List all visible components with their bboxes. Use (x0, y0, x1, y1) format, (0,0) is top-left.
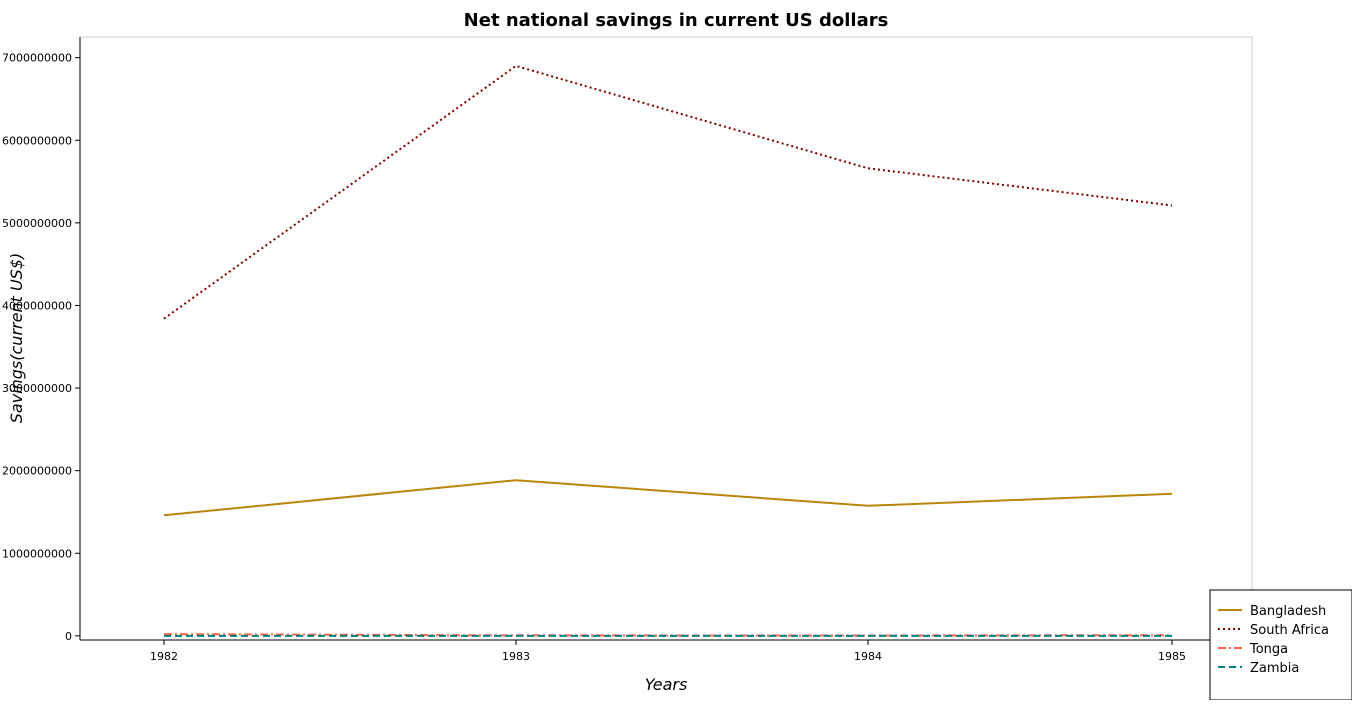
y-tick-label: 1000000000 (2, 547, 72, 560)
plot-area (79, 36, 1253, 641)
x-axis: 1982 1983 1984 1985 (80, 639, 1252, 663)
series-line-tonga (163, 633, 1173, 637)
legend-label: Tonga (1249, 642, 1288, 657)
x-tick-label: 1985 (1158, 650, 1186, 663)
y-tick-label: 2000000000 (2, 465, 72, 478)
x-axis-label: Years (645, 675, 688, 694)
y-tick-label: 3000000000 (2, 382, 72, 395)
y-tick-label: 6000000000 (2, 134, 72, 147)
legend: Bangladesh South Africa Tonga Zambia (1209, 589, 1352, 701)
legend-label: Zambia (1250, 661, 1299, 676)
chart-title: Net national savings in current US dolla… (464, 10, 889, 31)
y-tick-label: 4000000000 (2, 299, 72, 312)
x-tick-label: 1982 (150, 650, 178, 663)
legend-label: South Africa (1250, 623, 1329, 638)
x-tick-label: 1983 (502, 650, 530, 663)
y-tick-label: 7000000000 (2, 52, 72, 65)
legend-label: Bangladesh (1250, 604, 1326, 619)
series-line-south-africa (163, 64, 1173, 320)
series-line-bangladesh (163, 479, 1173, 517)
y-tick-label: 0 (65, 630, 72, 643)
x-tick-label: 1984 (854, 650, 882, 663)
y-axis-label: Savings(current US$) (7, 253, 26, 423)
y-axis: 0 1000000000 2000000000 3000000000 400000000… (2, 37, 81, 643)
series-layer (163, 64, 1173, 637)
y-tick-label: 5000000000 (2, 217, 72, 230)
